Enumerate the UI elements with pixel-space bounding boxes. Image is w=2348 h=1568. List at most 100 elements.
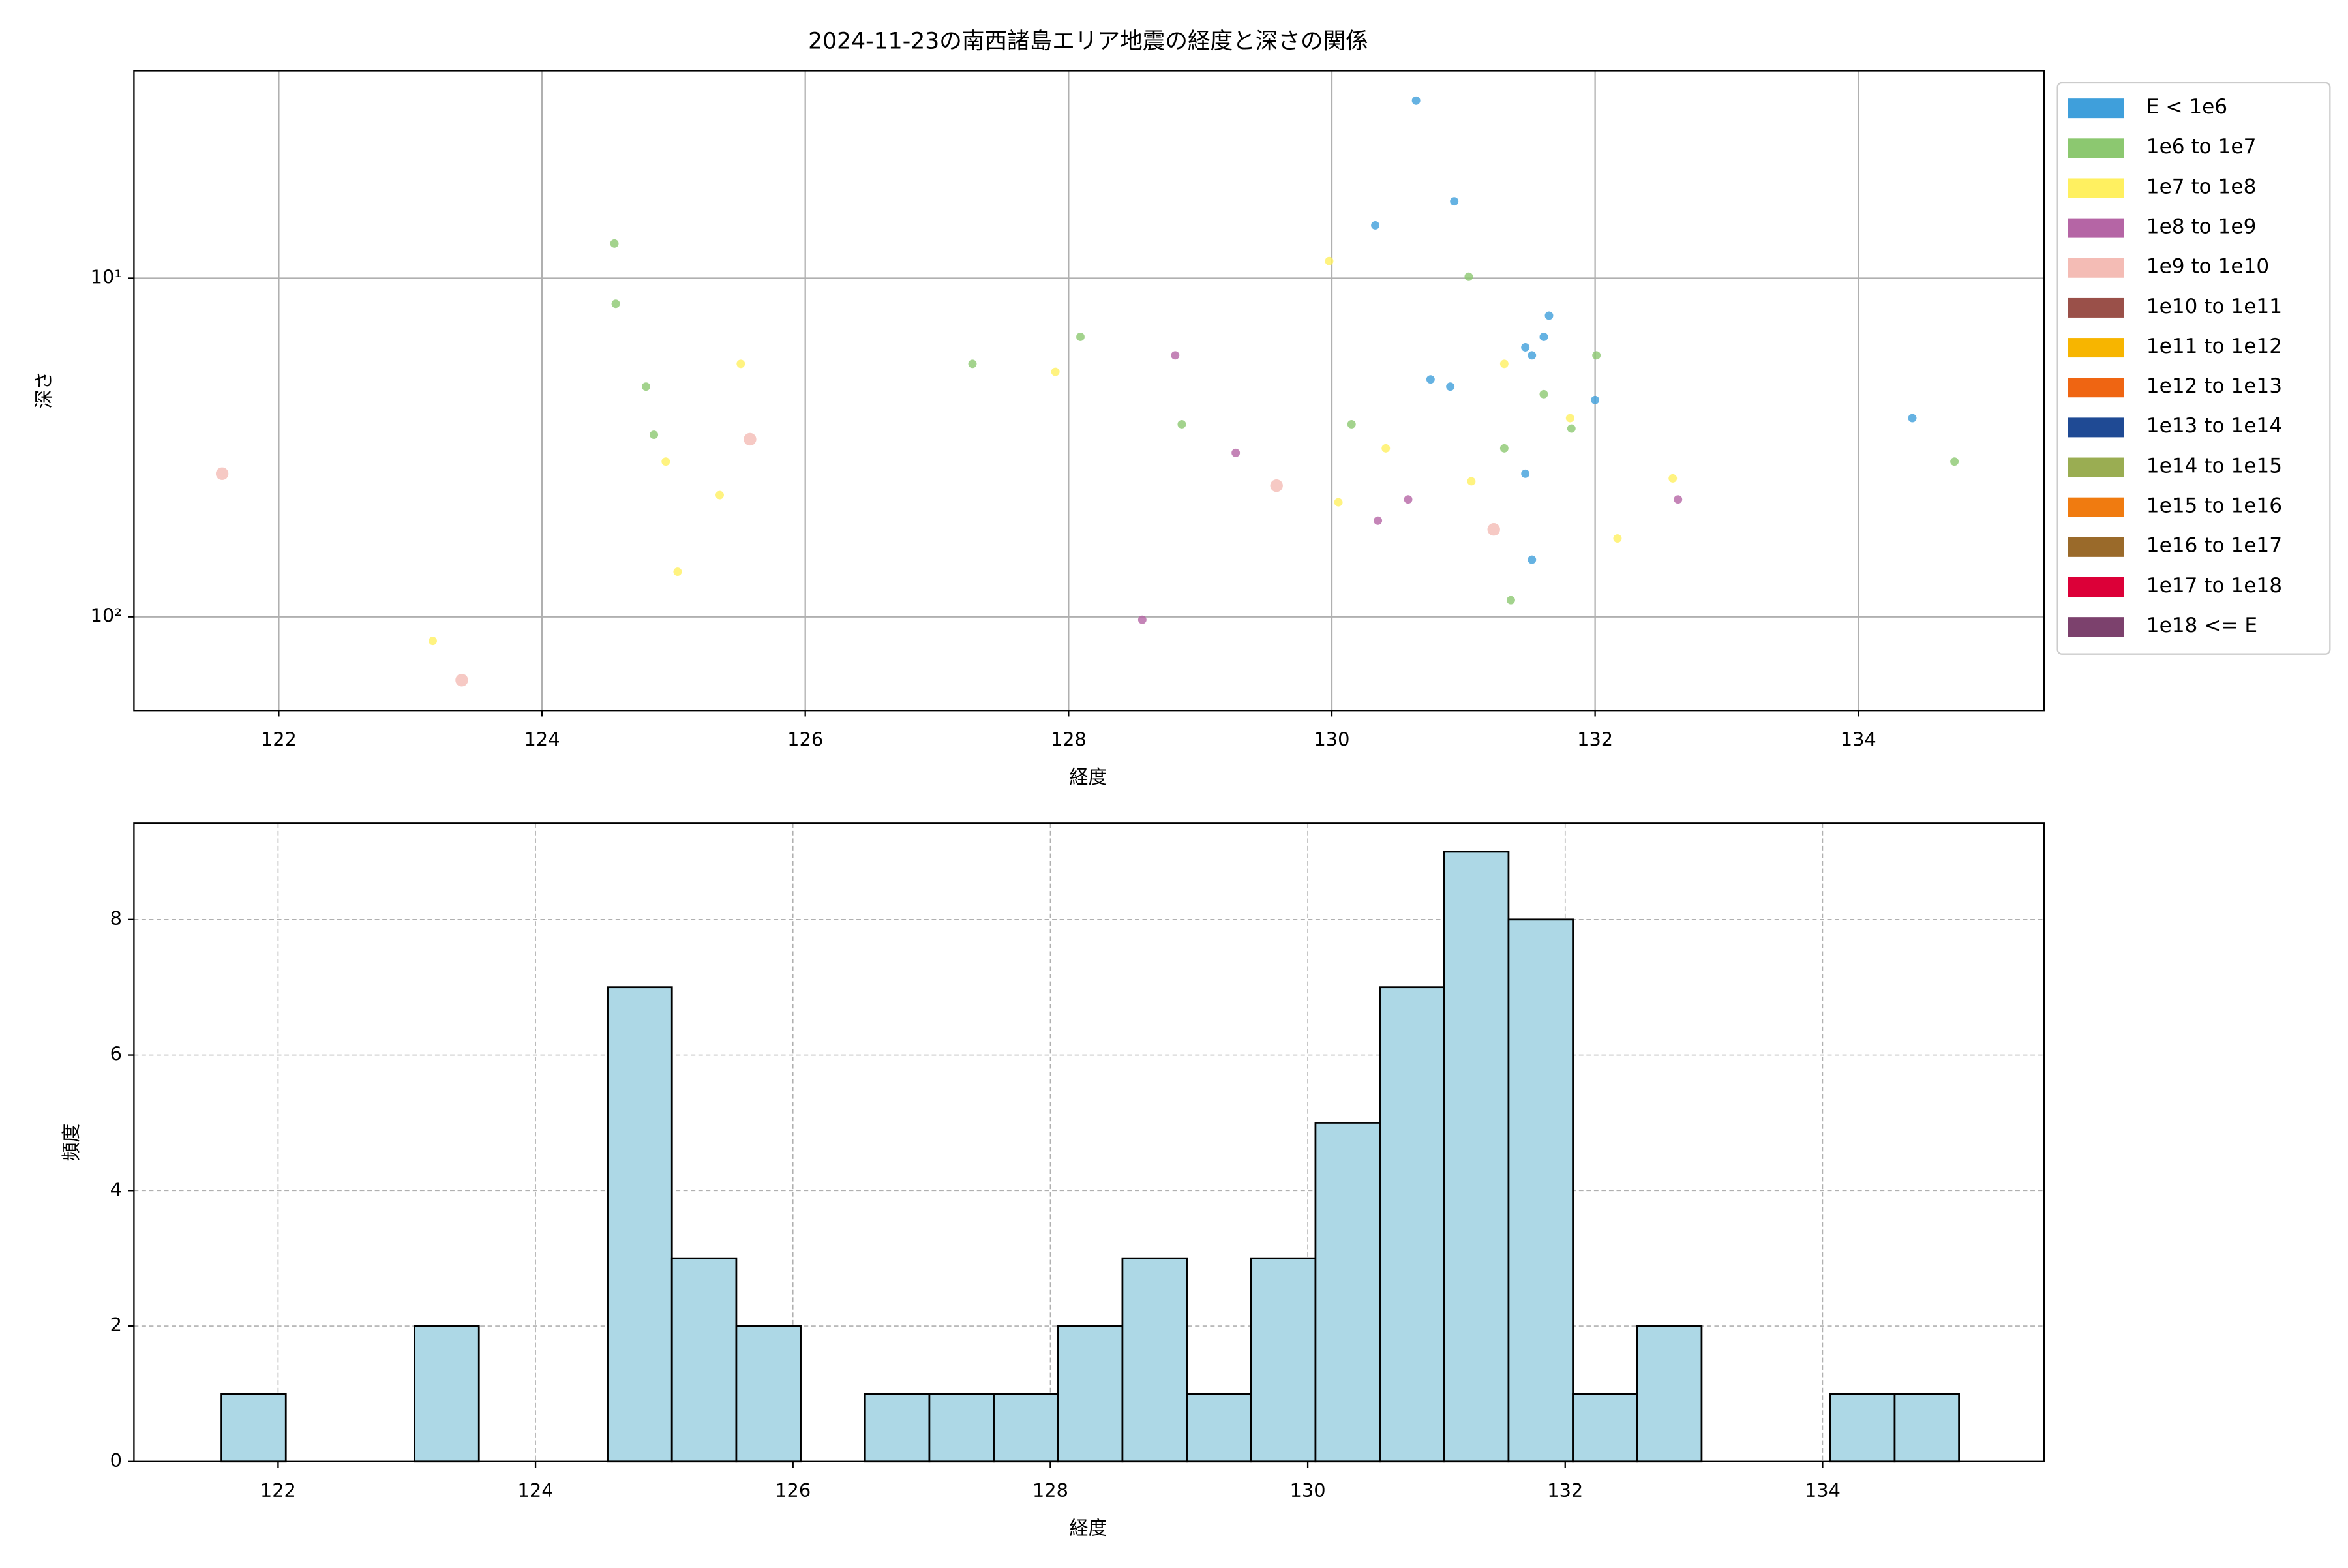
y-tick-label: 8 [110, 907, 122, 929]
data-point [1674, 495, 1683, 504]
histogram-bar [1121, 1257, 1188, 1463]
data-point [736, 359, 745, 369]
data-point [1950, 457, 1959, 466]
legend-swatch [2068, 617, 2124, 637]
data-point [429, 637, 437, 646]
legend-label: 1e15 to 1e16 [2146, 494, 2282, 518]
histogram-bar [1186, 1393, 1252, 1463]
x-tick-label: 122 [260, 1479, 296, 1501]
legend-label: 1e6 to 1e7 [2146, 135, 2257, 158]
legend-swatch [2068, 297, 2124, 318]
data-point [1521, 469, 1530, 478]
histogram-bar [607, 986, 673, 1463]
legend-label: 1e13 to 1e14 [2146, 414, 2282, 438]
legend-swatch [2068, 258, 2124, 278]
legend-swatch [2068, 98, 2124, 119]
data-point [1591, 395, 1600, 404]
legend-label: 1e8 to 1e9 [2146, 215, 2257, 238]
histogram-bar [670, 1257, 738, 1463]
data-point [744, 432, 757, 446]
histogram-bar [1379, 986, 1445, 1463]
x-tick-label: 124 [524, 728, 560, 750]
histogram-bar [735, 1325, 802, 1463]
x-tick-label: 124 [518, 1479, 554, 1501]
data-point [1565, 414, 1574, 423]
x-tick-label: 126 [787, 728, 823, 750]
data-point [1499, 359, 1509, 369]
data-point [1467, 477, 1476, 486]
histogram-bar [1572, 1393, 1638, 1463]
histogram-bar [1250, 1257, 1317, 1463]
data-point [1076, 332, 1085, 341]
data-point [1051, 367, 1060, 376]
data-point [215, 467, 229, 481]
data-point [1528, 351, 1537, 360]
data-point [1411, 96, 1421, 105]
x-tick-label: 130 [1290, 1479, 1326, 1501]
data-point [650, 430, 659, 440]
plot-frame [133, 70, 2045, 712]
histogram-bar [220, 1393, 287, 1463]
data-point [1334, 498, 1343, 507]
y-tick-label: 10² [91, 605, 122, 627]
x-tick-label: 128 [1032, 1479, 1068, 1501]
legend-label: 1e16 to 1e17 [2146, 534, 2282, 558]
legend-swatch [2068, 457, 2124, 477]
data-point [673, 567, 682, 577]
histogram-bar [928, 1393, 995, 1463]
legend-label: 1e7 to 1e8 [2146, 175, 2257, 198]
data-point [611, 299, 620, 309]
histogram-bar [1443, 851, 1510, 1463]
legend-label: 1e11 to 1e12 [2146, 335, 2282, 358]
data-point [1521, 343, 1530, 352]
data-point [1325, 256, 1334, 265]
x-tick-label: 130 [1314, 728, 1349, 750]
legend-swatch [2068, 378, 2124, 398]
data-point [455, 674, 468, 687]
plot-frame [133, 822, 2045, 1462]
data-point [1450, 197, 1459, 206]
x-tick-label: 128 [1051, 728, 1087, 750]
data-point [1381, 444, 1391, 453]
histogram-bar [1057, 1325, 1124, 1463]
data-point [1908, 414, 1917, 423]
histogram-bar [1636, 1325, 1703, 1463]
data-point [1539, 332, 1548, 341]
y-tick-label: 10¹ [91, 266, 122, 288]
data-point [610, 239, 619, 248]
data-point [1270, 479, 1283, 492]
data-point [1347, 420, 1356, 429]
y-tick-label: 2 [110, 1314, 122, 1336]
x-tick-label: 126 [775, 1479, 811, 1501]
x-axis-label: 経度 [1070, 766, 1107, 788]
legend-label: 1e9 to 1e10 [2146, 255, 2269, 279]
legend-box [2056, 82, 2331, 655]
legend-swatch [2068, 218, 2124, 238]
data-point [642, 382, 650, 391]
x-axis-label: 経度 [1070, 1517, 1107, 1539]
x-tick-label: 132 [1547, 1479, 1583, 1501]
data-point [1499, 444, 1509, 453]
legend-label: 1e14 to 1e15 [2146, 454, 2282, 477]
data-point [1231, 448, 1241, 457]
legend-swatch [2068, 178, 2124, 198]
data-point [715, 490, 724, 500]
data-point [1371, 220, 1380, 230]
legend-label: 1e10 to 1e11 [2146, 295, 2282, 318]
histogram-bar [1829, 1393, 1896, 1463]
y-axis-label: 深さ [33, 371, 55, 409]
data-point [1567, 424, 1576, 433]
histogram-bar [864, 1393, 931, 1463]
data-point [1374, 516, 1383, 525]
data-point [661, 457, 670, 466]
data-point [1668, 474, 1678, 483]
x-tick-label: 134 [1841, 728, 1876, 750]
histogram-bar [414, 1325, 480, 1463]
data-point [1613, 534, 1622, 543]
data-point [1171, 351, 1180, 360]
x-tick-label: 122 [261, 728, 297, 750]
legend-swatch [2068, 138, 2124, 158]
y-tick-label: 4 [110, 1178, 122, 1200]
legend-swatch [2068, 497, 2124, 517]
